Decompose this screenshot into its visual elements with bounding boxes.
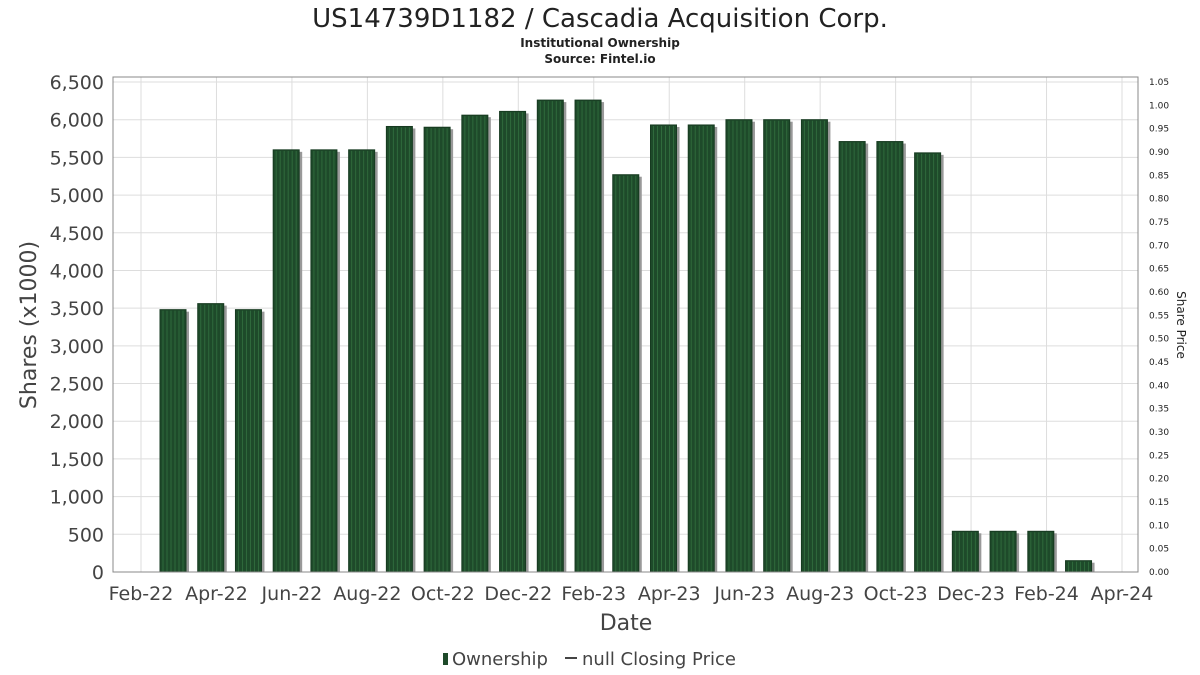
x-tick-label: Jun-22 xyxy=(261,583,323,605)
x-tick-label: Aug-22 xyxy=(333,583,401,605)
x-tick-label: Apr-22 xyxy=(185,583,248,605)
y2-tick-label: 0.60 xyxy=(1149,288,1169,298)
y2-tick-label: 0.80 xyxy=(1149,195,1169,205)
x-tick-label: Jun-23 xyxy=(713,583,775,605)
y-tick-label: 3,000 xyxy=(50,336,104,358)
y-tick-label: 5,500 xyxy=(50,147,104,169)
chart-title: US14739D1182 / Cascadia Acquisition Corp… xyxy=(312,4,888,34)
bar-Jan-23 xyxy=(536,99,564,573)
bar-Apr-23 xyxy=(650,124,677,573)
bar-Aug-23 xyxy=(800,119,828,573)
y2-tick-label: 0.90 xyxy=(1149,148,1169,158)
y-tick-label: 2,500 xyxy=(50,374,104,396)
y-tick-label: 1,500 xyxy=(50,449,104,471)
bar-Oct-22 xyxy=(423,126,451,573)
y2-tick-label: 0.05 xyxy=(1149,545,1169,555)
legend-ownership: Ownership xyxy=(452,649,548,670)
y-tick-label: 4,000 xyxy=(50,260,104,282)
bar-Mar-22 xyxy=(159,309,187,573)
y2-tick-label: 0.70 xyxy=(1149,241,1169,251)
bar-Sep-23 xyxy=(838,141,866,573)
y2-tick-label: 0.95 xyxy=(1149,125,1169,135)
y2-tick-label: 0.25 xyxy=(1149,451,1169,461)
x-tick-label: Oct-22 xyxy=(411,583,475,605)
y-tick-label: 6,500 xyxy=(50,72,104,94)
chart-source: Source: Fintel.io xyxy=(544,52,655,66)
bar-Mar-24 xyxy=(1065,560,1093,573)
bar-Aug-22 xyxy=(348,149,376,573)
bar-Nov-22 xyxy=(461,114,489,573)
x-tick-label: Aug-23 xyxy=(786,583,854,605)
y2-tick-label: 0.10 xyxy=(1149,521,1169,531)
y2-tick-label: 0.50 xyxy=(1149,335,1169,345)
y2-tick-label: 1.05 xyxy=(1149,78,1169,88)
y2-tick-label: 0.55 xyxy=(1149,311,1169,321)
y2-tick-label: 0.35 xyxy=(1149,405,1169,415)
y2-tick-label: 0.00 xyxy=(1149,568,1169,578)
y-axis-label: Shares (x1000) xyxy=(17,241,42,409)
bar-Jan-24 xyxy=(989,530,1017,573)
y-tick-label: 6,000 xyxy=(50,110,104,132)
bar-Dec-23 xyxy=(951,530,979,573)
y-tick-label: 4,500 xyxy=(50,223,104,245)
bar-Feb-23 xyxy=(574,99,602,573)
bar-Jun-23 xyxy=(725,119,753,573)
bar-Apr-22 xyxy=(197,303,225,573)
y2-tick-label: 0.75 xyxy=(1149,218,1169,228)
y2-tick-label: 0.85 xyxy=(1149,171,1169,181)
y2-axis-label: Share Price xyxy=(1174,291,1188,359)
y2-tick-label: 0.65 xyxy=(1149,265,1169,275)
x-tick-label: Apr-23 xyxy=(638,583,701,605)
y2-tick-label: 1.00 xyxy=(1149,101,1169,111)
y-tick-label: 2,000 xyxy=(50,411,104,433)
chart-subtitle: Institutional Ownership xyxy=(520,36,680,50)
y2-tick-label: 0.15 xyxy=(1149,498,1169,508)
bar-Dec-22 xyxy=(499,110,527,573)
y-tick-label: 5,000 xyxy=(50,185,104,207)
y-tick-label: 500 xyxy=(68,524,104,546)
legend-price: null Closing Price xyxy=(582,649,736,670)
x-tick-label: Oct-23 xyxy=(864,583,928,605)
bar-Feb-24 xyxy=(1027,530,1055,573)
bar-Mar-23 xyxy=(612,174,640,573)
x-tick-label: Apr-24 xyxy=(1091,583,1154,605)
x-tick-label: Feb-24 xyxy=(1014,583,1079,605)
bar-Nov-23 xyxy=(914,152,942,573)
y2-tick-label: 0.20 xyxy=(1149,475,1169,485)
bar-May-22 xyxy=(234,309,262,573)
y2-tick-label: 0.30 xyxy=(1149,428,1169,438)
y2-tick-label: 0.40 xyxy=(1149,381,1169,391)
x-tick-label: Dec-22 xyxy=(484,583,552,605)
legend-ownership-swatch xyxy=(443,653,448,665)
plot-frame xyxy=(112,76,1139,573)
y2-tick-label: 0.45 xyxy=(1149,358,1169,368)
x-axis-label: Date xyxy=(600,611,653,636)
x-tick-label: Feb-22 xyxy=(109,583,174,605)
bar-Sep-22 xyxy=(385,125,413,573)
x-tick-label: Feb-23 xyxy=(561,583,626,605)
bar-Jul-23 xyxy=(763,119,791,573)
bar-May-23 xyxy=(687,124,715,573)
bar-Oct-23 xyxy=(876,141,904,573)
y-tick-label: 1,000 xyxy=(50,487,104,509)
bar-Jun-22 xyxy=(272,149,300,573)
y-tick-label: 0 xyxy=(92,562,104,584)
x-tick-label: Dec-23 xyxy=(937,583,1005,605)
y-tick-label: 3,500 xyxy=(50,298,104,320)
bar-Jul-22 xyxy=(310,149,338,573)
